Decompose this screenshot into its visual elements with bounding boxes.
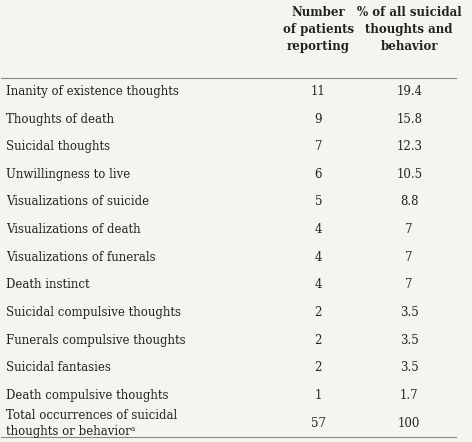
Text: Visualizations of suicide: Visualizations of suicide [6,195,149,209]
Text: 7: 7 [405,278,413,291]
Text: 2: 2 [315,306,322,319]
Text: 11: 11 [311,85,326,98]
Text: 4: 4 [314,223,322,236]
Text: Suicidal compulsive thoughts: Suicidal compulsive thoughts [6,306,181,319]
Text: 12.3: 12.3 [396,140,422,153]
Text: % of all suicidal
thoughts and
behavior: % of all suicidal thoughts and behavior [357,6,462,53]
Text: 6: 6 [314,168,322,181]
Text: Inanity of existence thoughts: Inanity of existence thoughts [6,85,179,98]
Text: Total occurrences of suicidal
thoughts or behaviorᵃ: Total occurrences of suicidal thoughts o… [6,408,177,438]
Text: Unwillingness to live: Unwillingness to live [6,168,130,181]
Text: Suicidal fantasies: Suicidal fantasies [6,361,111,374]
Text: 19.4: 19.4 [396,85,422,98]
Text: Death compulsive thoughts: Death compulsive thoughts [6,389,169,402]
Text: 4: 4 [314,278,322,291]
Text: 1: 1 [315,389,322,402]
Text: Visualizations of death: Visualizations of death [6,223,141,236]
Text: 3.5: 3.5 [400,361,419,374]
Text: Visualizations of funerals: Visualizations of funerals [6,251,156,264]
Text: Number
of patients
reporting: Number of patients reporting [283,6,354,53]
Text: 7: 7 [314,140,322,153]
Text: 5: 5 [314,195,322,209]
Text: 7: 7 [405,223,413,236]
Text: Suicidal thoughts: Suicidal thoughts [6,140,110,153]
Text: Thoughts of death: Thoughts of death [6,113,114,126]
Text: 4: 4 [314,251,322,264]
Text: 3.5: 3.5 [400,306,419,319]
Text: 57: 57 [311,417,326,430]
Text: 9: 9 [314,113,322,126]
Text: 2: 2 [315,361,322,374]
Text: Funerals compulsive thoughts: Funerals compulsive thoughts [6,334,185,347]
Text: 15.8: 15.8 [396,113,422,126]
Text: 1.7: 1.7 [400,389,419,402]
Text: 10.5: 10.5 [396,168,422,181]
Text: Death instinct: Death instinct [6,278,90,291]
Text: 8.8: 8.8 [400,195,419,209]
Text: 100: 100 [398,417,421,430]
Text: 3.5: 3.5 [400,334,419,347]
Text: 7: 7 [405,251,413,264]
Text: 2: 2 [315,334,322,347]
